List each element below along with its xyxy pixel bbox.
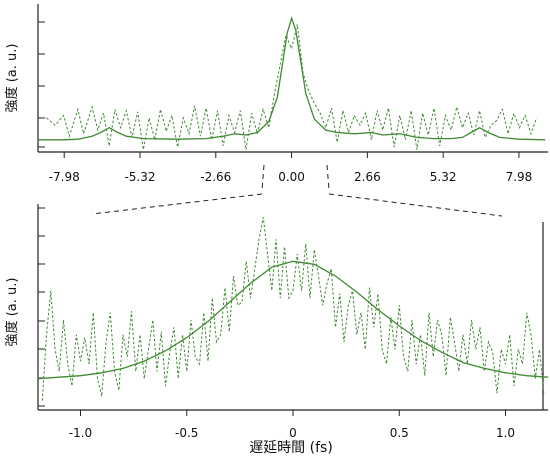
x-tick-label: -7.98	[49, 170, 80, 184]
zoom-plot-area	[37, 217, 549, 401]
x-tick-label: 1.0	[496, 426, 515, 440]
zoom-x-axis-label: 遅延時間 (fs)	[249, 440, 333, 456]
zoom-connector-right	[328, 193, 503, 217]
zoom-y-axis-label: 強度 (a. u.)	[4, 278, 20, 347]
overview-panel: -7.98 -5.32 -2.66 0.00 2.66 5.32 7.98 強度 (a. u…	[4, 4, 548, 184]
overview-y-axis-label: 強度 (a. u.)	[4, 44, 20, 113]
fit-curve-line	[37, 260, 549, 380]
zoom-panel: -1.0 -0.5 0 0.5 1.0 強度 (a. u.) 遅延時間 (fs)	[4, 204, 549, 456]
x-tick-label: 7.98	[506, 170, 533, 184]
overview-y-ticks	[38, 21, 45, 148]
fit-curve-line	[38, 16, 546, 141]
x-tick-label: -0.5	[175, 426, 198, 440]
x-tick-label: -2.66	[200, 170, 231, 184]
x-tick-label: -5.32	[124, 170, 155, 184]
overview-x-ticks: -7.98 -5.32 -2.66 0.00 2.66 5.32 7.98	[49, 152, 533, 184]
x-tick-label: 0.00	[278, 170, 305, 184]
zoom-connector	[91, 164, 503, 217]
x-tick-label: 2.66	[354, 170, 381, 184]
measured-trace-line	[46, 24, 538, 150]
x-tick-label: 0.5	[390, 426, 409, 440]
zoom-connector-left	[261, 164, 265, 191]
x-tick-label: -1.0	[69, 426, 92, 440]
overview-plot-area	[38, 16, 546, 150]
measured-trace-line	[41, 217, 545, 401]
zoom-x-ticks: -1.0 -0.5 0 0.5 1.0	[69, 410, 515, 440]
x-tick-label: 5.32	[430, 170, 457, 184]
x-tick-label: 0	[289, 426, 297, 440]
zoom-connector-left	[91, 193, 263, 215]
zoom-connector-right	[326, 164, 330, 191]
